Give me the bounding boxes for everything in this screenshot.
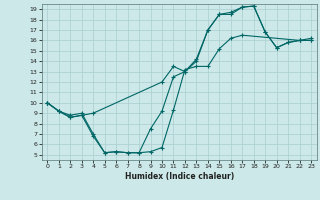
X-axis label: Humidex (Indice chaleur): Humidex (Indice chaleur) — [124, 172, 234, 181]
